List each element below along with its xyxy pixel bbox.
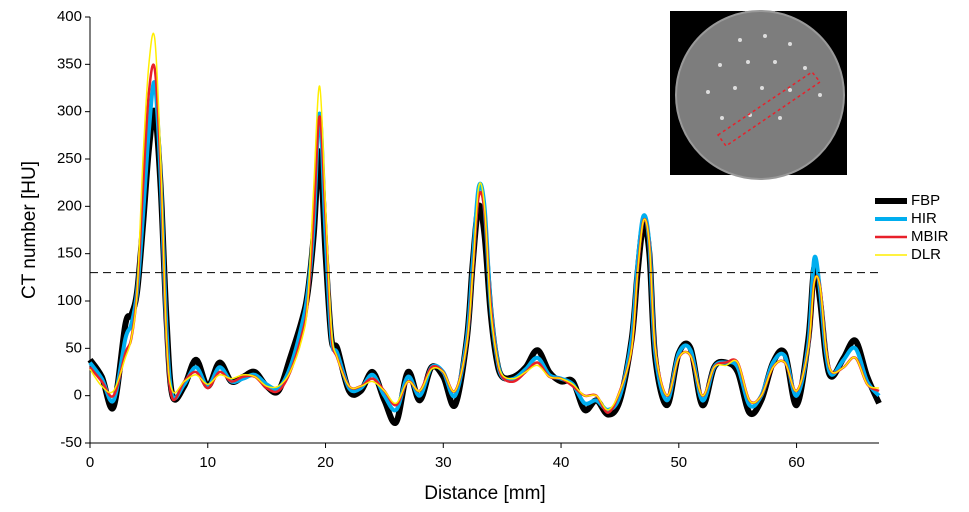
y-tick-label: 300 xyxy=(57,103,82,120)
x-tick-label: 60 xyxy=(788,454,805,471)
y-tick-label: 50 xyxy=(65,339,82,356)
x-tick-label: 0 xyxy=(86,454,94,471)
y-tick-label: 250 xyxy=(57,150,82,167)
y-tick-label: 200 xyxy=(57,197,82,214)
x-tick-label: 20 xyxy=(317,454,334,471)
y-axis-title: CT number [HU] xyxy=(19,161,40,299)
x-tick-label: 40 xyxy=(553,454,570,471)
y-tick-label: 0 xyxy=(74,387,82,404)
x-tick-label: 50 xyxy=(670,454,687,471)
inset-image xyxy=(670,10,847,180)
y-tick-label: 100 xyxy=(57,292,82,309)
x-tick-label: 10 xyxy=(199,454,216,471)
y-tick-label: 350 xyxy=(57,55,82,72)
legend-label: MBIR xyxy=(911,228,949,245)
y-tick-label: -50 xyxy=(60,434,82,451)
y-tick-label: 400 xyxy=(57,8,82,25)
series-line xyxy=(89,32,880,411)
legend-label: FBP xyxy=(911,192,940,209)
y-tick-label: 150 xyxy=(57,245,82,262)
legend-label: HIR xyxy=(911,210,937,227)
x-tick-label: 30 xyxy=(435,454,452,471)
x-axis-title: Distance [mm] xyxy=(424,483,545,504)
legend-label: DLR xyxy=(911,246,941,263)
